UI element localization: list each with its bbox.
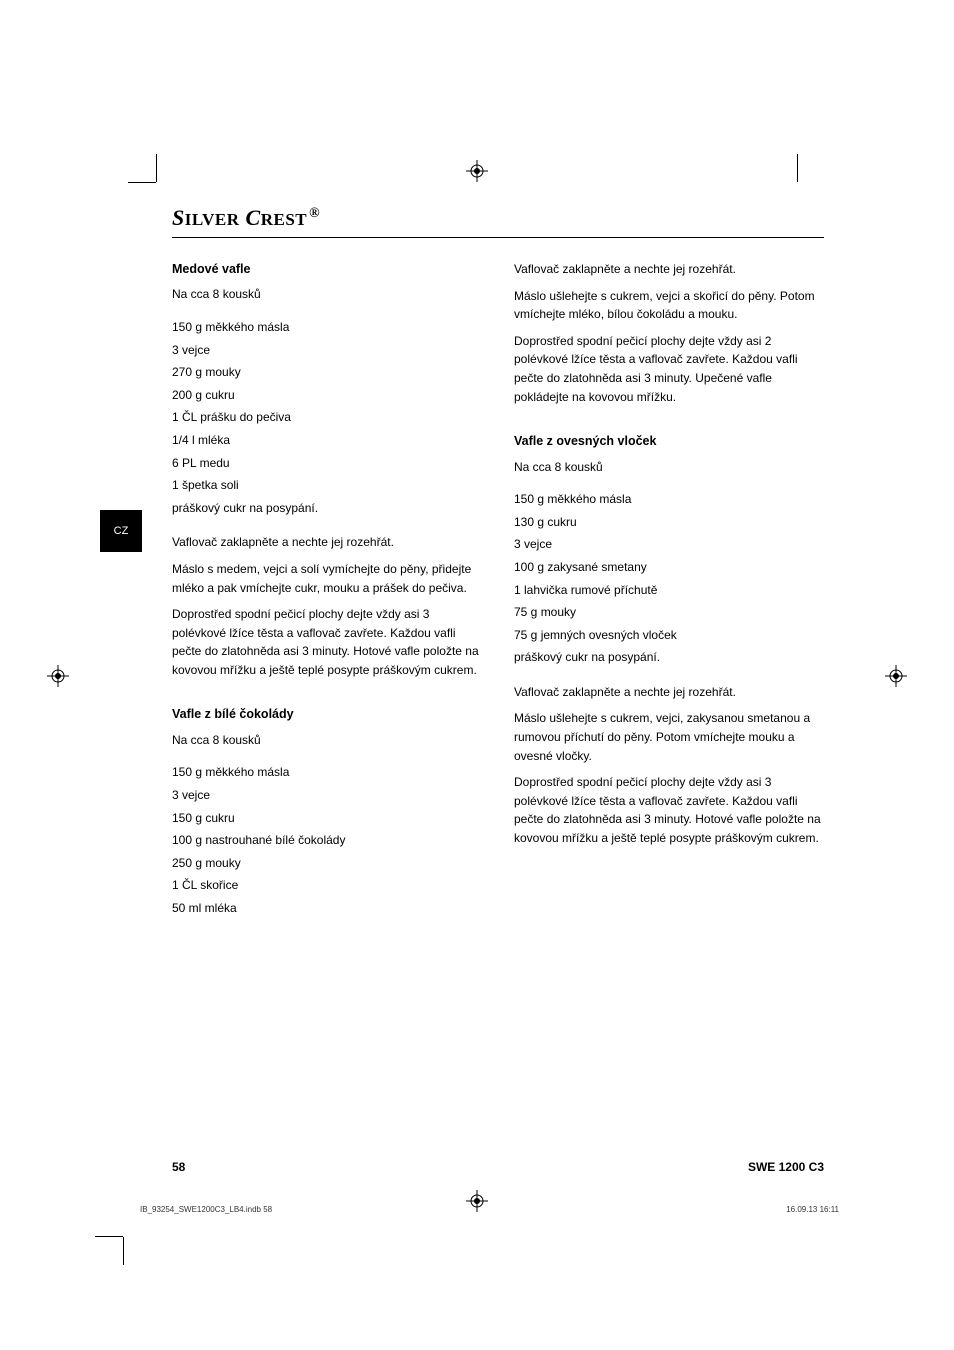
instruction-step: Doprostřed spodní pečicí plochy dejte vž… [172, 605, 482, 679]
instruction-step: Vaﬂovač zaklapněte a nechte jej rozehřát… [172, 533, 482, 552]
ingredient: 3 vejce [172, 341, 482, 360]
ingredient: 3 vejce [514, 535, 824, 554]
instruction-list: Vaﬂovač zaklapněte a nechte jej rozehřát… [514, 683, 824, 848]
instruction-step: Máslo s medem, vejci a solí vymíchejte d… [172, 560, 482, 597]
ingredient: práškový cukr na posypání. [514, 648, 824, 667]
ingredient-list: 150 g měkkého másla 3 vejce 270 g mouky … [172, 318, 482, 517]
ingredient: 270 g mouky [172, 363, 482, 382]
ingredient: 100 g zakysané smetany [514, 558, 824, 577]
ingredient: práškový cukr na posypání. [172, 499, 482, 518]
instruction-step: Vaﬂovač zaklapněte a nechte jej rozehřát… [514, 260, 824, 279]
ingredient: 50 ml mléka [172, 899, 482, 918]
registration-mark-icon [47, 665, 69, 687]
recipe-yield: Na cca 8 kousků [172, 731, 482, 750]
product-model: SWE 1200 C3 [748, 1160, 824, 1174]
print-footer: IB_93254_SWE1200C3_LB4.indb 58 16.09.13 … [140, 1205, 839, 1214]
ingredient: 6 PL medu [172, 454, 482, 473]
ingredient: 1 ČL prášku do pečiva [172, 408, 482, 427]
brand-logo: SILVER CREST® [100, 195, 854, 231]
crop-mark [156, 154, 157, 182]
header-divider [172, 237, 824, 238]
ingredient: 3 vejce [172, 786, 482, 805]
ingredient: 250 g mouky [172, 854, 482, 873]
ingredient: 1 lahvička rumové příchutě [514, 581, 824, 600]
instruction-step: Máslo ušlehejte s cukrem, vejci a skořic… [514, 287, 824, 324]
ingredient: 150 g měkkého másla [172, 763, 482, 782]
recipe-title: Vaﬂe z bílé čokolády [172, 705, 482, 724]
ingredient: 150 g cukru [172, 809, 482, 828]
instruction-step: Máslo ušlehejte s cukrem, vejci, zakysan… [514, 709, 824, 765]
crop-mark [128, 182, 156, 183]
print-file-name: IB_93254_SWE1200C3_LB4.indb 58 [140, 1205, 272, 1214]
registration-mark-icon [885, 665, 907, 687]
instruction-step: Vaﬂovač zaklapněte a nechte jej rozehřát… [514, 683, 824, 702]
instruction-list: Vaﬂovač zaklapněte a nechte jej rozehřát… [514, 260, 824, 406]
registration-mark-icon [466, 160, 488, 182]
page-footer: 58 SWE 1200 C3 [172, 1160, 824, 1174]
ingredient: 1 špetka soli [172, 476, 482, 495]
ingredient-list: 150 g měkkého másla 3 vejce 150 g cukru … [172, 763, 482, 917]
recipe-white-chocolate: Vaﬂe z bílé čokolády Na cca 8 kousků 150… [172, 705, 482, 917]
crop-mark [95, 1236, 123, 1237]
print-timestamp: 16.09.13 16:11 [786, 1205, 839, 1214]
right-column: Vaﬂovač zaklapněte a nechte jej rozehřát… [514, 260, 824, 944]
left-column: Medové vaﬂe Na cca 8 kousků 150 g měkkéh… [172, 260, 482, 944]
recipe-yield: Na cca 8 kousků [172, 285, 482, 304]
recipe-oat: Vaﬂe z ovesných vloček Na cca 8 kousků 1… [514, 432, 824, 847]
ingredient: 1 ČL skořice [172, 876, 482, 895]
ingredient: 150 g měkkého másla [172, 318, 482, 337]
recipe-title: Vaﬂe z ovesných vloček [514, 432, 824, 451]
ingredient: 200 g cukru [172, 386, 482, 405]
instruction-step: Doprostřed spodní pečicí plochy dejte vž… [514, 332, 824, 406]
crop-mark [123, 1237, 124, 1265]
crop-mark [797, 154, 798, 182]
ingredient-list: 150 g měkkého másla 130 g cukru 3 vejce … [514, 490, 824, 667]
ingredient: 150 g měkkého másla [514, 490, 824, 509]
page-number: 58 [172, 1160, 185, 1174]
page-content: SILVER CREST® Medové vaﬂe Na cca 8 kousk… [100, 195, 854, 944]
ingredient: 100 g nastrouhané bílé čokolády [172, 831, 482, 850]
ingredient: 130 g cukru [514, 513, 824, 532]
recipe-white-chocolate-steps: Vaﬂovač zaklapněte a nechte jej rozehřát… [514, 260, 824, 406]
instruction-step: Doprostřed spodní pečicí plochy dejte vž… [514, 773, 824, 847]
ingredient: 1/4 l mléka [172, 431, 482, 450]
recipe-title: Medové vaﬂe [172, 260, 482, 279]
instruction-list: Vaﬂovač zaklapněte a nechte jej rozehřát… [172, 533, 482, 679]
recipe-honey: Medové vaﬂe Na cca 8 kousků 150 g měkkéh… [172, 260, 482, 679]
recipe-yield: Na cca 8 kousků [514, 458, 824, 477]
ingredient: 75 g jemných ovesných vloček [514, 626, 824, 645]
ingredient: 75 g mouky [514, 603, 824, 622]
